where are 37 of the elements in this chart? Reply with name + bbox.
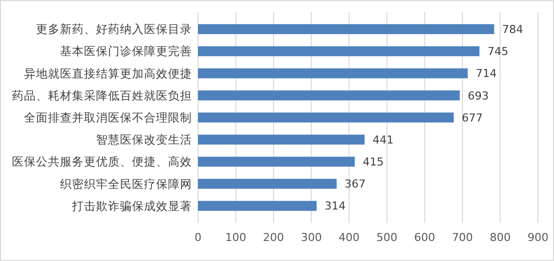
y-tick-label: 药品、耗材集采降低百姓就医负担: [12, 88, 192, 102]
y-tick-label: 异地就医直接结算更加高效便捷: [24, 66, 192, 80]
bar: [198, 68, 468, 78]
data-label: 745: [487, 45, 508, 58]
data-label: 714: [476, 67, 497, 80]
x-tick-label: 900: [528, 231, 548, 244]
bar: [198, 46, 480, 56]
x-tick-label: 800: [490, 231, 511, 244]
x-tick-label: 300: [300, 231, 322, 244]
data-label: 441: [372, 133, 394, 146]
bar: [198, 24, 494, 34]
x-tick-label: 200: [263, 231, 284, 244]
y-tick-label: 基本医保门诊保障更完善: [60, 44, 192, 58]
bar: [198, 200, 317, 211]
bar: [198, 112, 454, 122]
data-label: 693: [468, 89, 489, 102]
bar: [198, 90, 460, 100]
y-tick-label: 全面排查并取消医保不合理限制: [24, 110, 192, 125]
y-tick-label: 织密织牢全民医疗保障网: [60, 176, 192, 191]
x-tick-label: 700: [452, 231, 473, 244]
y-tick-label: 打击欺诈骗保成效显著: [71, 198, 192, 213]
x-tick-label: 400: [338, 231, 360, 244]
x-tick-label: 100: [225, 231, 246, 244]
x-tick-label: 500: [376, 231, 398, 244]
x-tick-label: 0: [194, 231, 202, 244]
data-label: 314: [324, 200, 346, 213]
bar: [198, 178, 337, 189]
x-tick-label: 600: [414, 231, 436, 244]
data-label: 415: [362, 156, 384, 169]
y-tick-label: 医保公共服务更优质、便捷、高效: [12, 154, 192, 169]
data-label: 784: [502, 22, 524, 36]
y-tick-label: 更多新药、好药纳入医保目录: [36, 22, 192, 36]
bar: [198, 156, 355, 167]
y-tick-label: 智慧医保改变生活: [96, 132, 192, 147]
data-label: 367: [344, 178, 366, 191]
bar: [198, 134, 365, 145]
data-label: 677: [462, 111, 483, 124]
